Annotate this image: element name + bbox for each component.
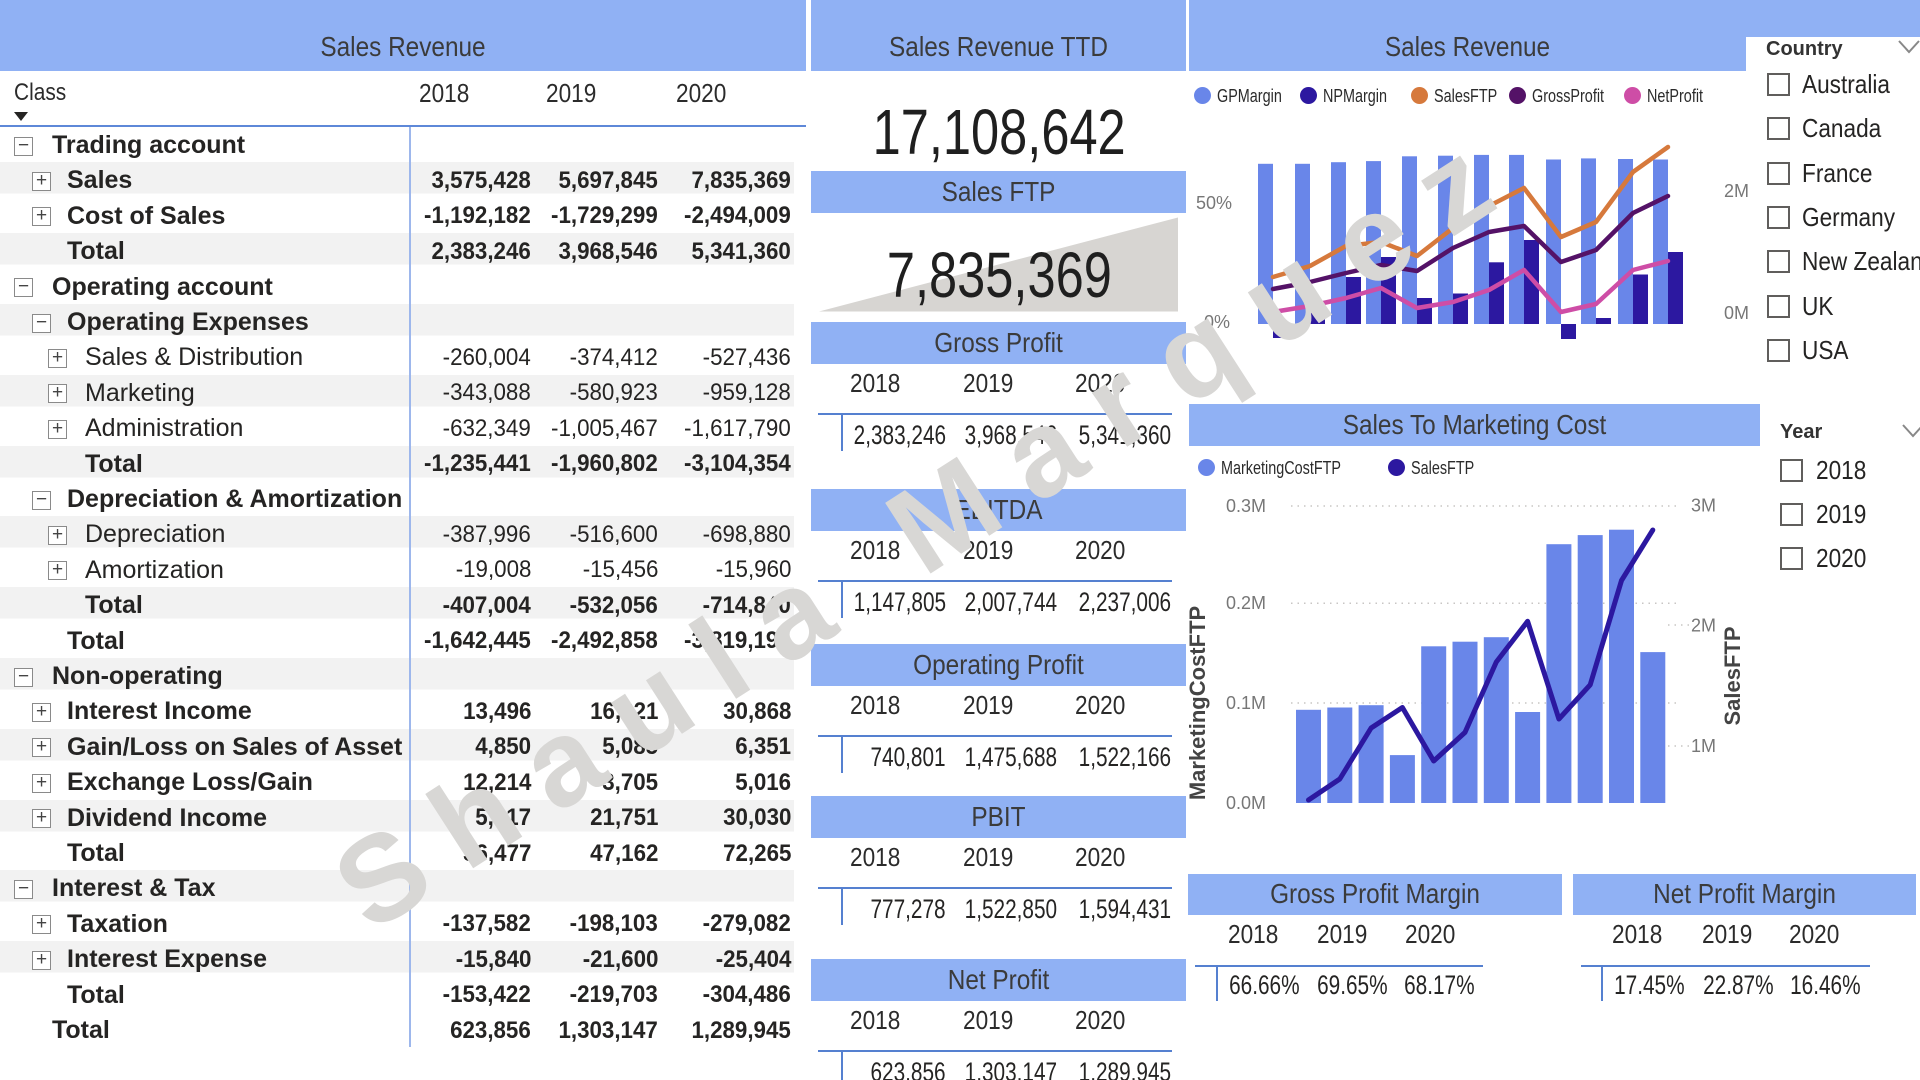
svg-text:2M: 2M [1691, 616, 1716, 636]
svg-text:MarketingCostFTP: MarketingCostFTP [1189, 606, 1210, 800]
svg-text:3M: 3M [1691, 496, 1716, 516]
svg-text:0.2M: 0.2M [1226, 593, 1266, 613]
svg-text:1M: 1M [1691, 736, 1716, 756]
svg-text:0.1M: 0.1M [1226, 693, 1266, 713]
svg-text:0.3M: 0.3M [1226, 496, 1266, 516]
svg-text:0.0M: 0.0M [1226, 793, 1266, 813]
svg-text:SalesFTP: SalesFTP [1720, 626, 1745, 725]
